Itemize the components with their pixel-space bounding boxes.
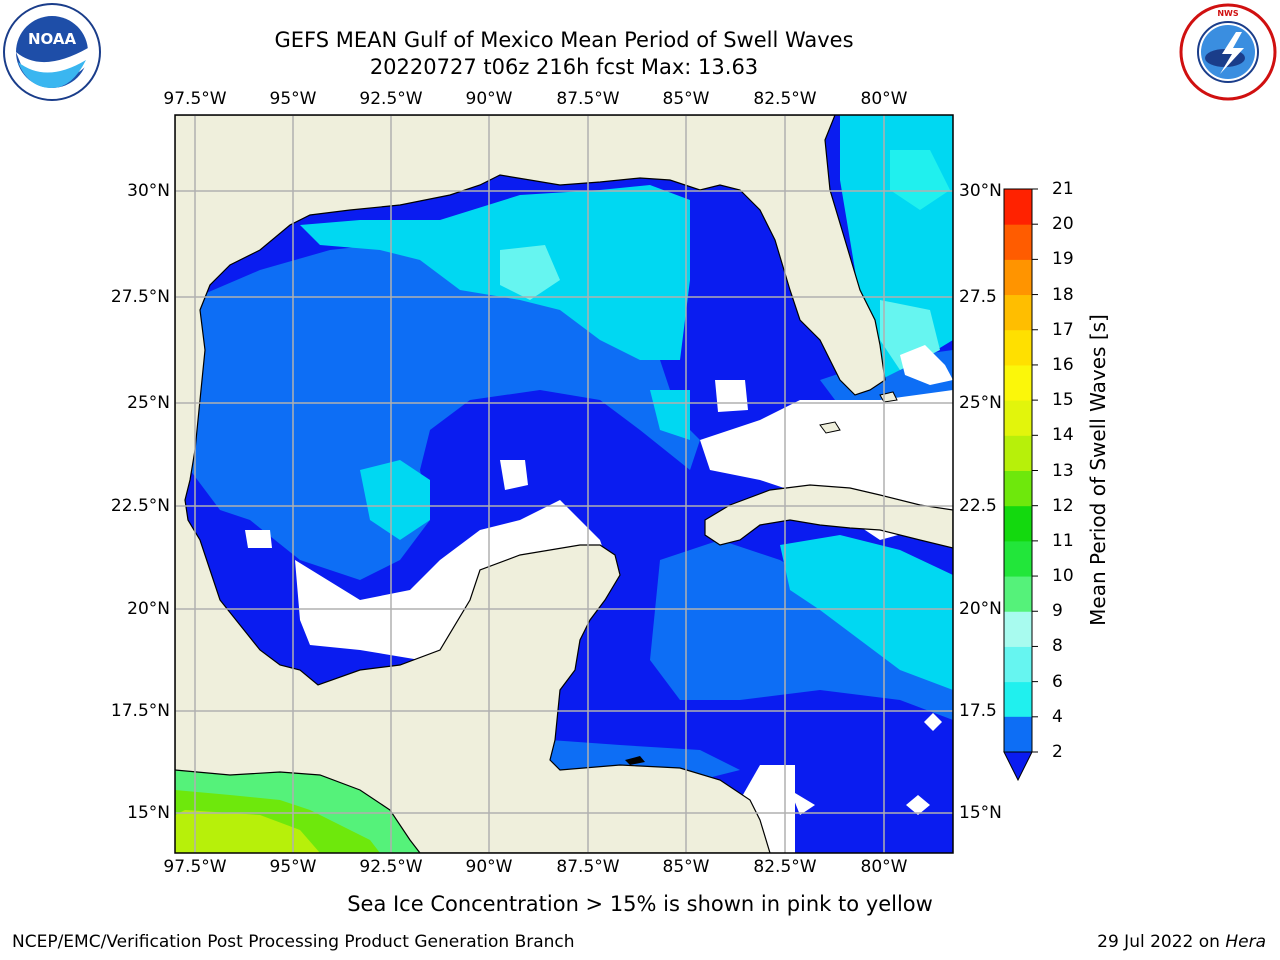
noaa-logo: NOAA xyxy=(2,2,102,102)
lon-label-top: 80°W xyxy=(860,89,908,109)
colorbar-segment xyxy=(1004,189,1032,225)
lon-label-top: 87.5°W xyxy=(556,89,620,109)
map-gridlines xyxy=(175,115,953,853)
colorbar-segment xyxy=(1004,294,1032,331)
lat-label-right: 27.5 xyxy=(959,287,997,307)
colorbar-segment xyxy=(1004,540,1032,577)
lon-label-top: 97.5°W xyxy=(163,89,227,109)
colorbar-tick-label: 12 xyxy=(1052,495,1074,516)
colorbar-segment xyxy=(1004,646,1032,683)
lon-label-bottom: 95°W xyxy=(269,857,317,877)
map-frame xyxy=(174,114,954,854)
colorbar-segment xyxy=(1004,505,1032,542)
lon-label-bottom: 87.5°W xyxy=(556,857,620,877)
no-data-region xyxy=(295,500,610,660)
colorbar xyxy=(1003,188,1038,782)
colorbar-segment xyxy=(1004,611,1032,647)
colorbar-segment xyxy=(1004,435,1032,471)
nws-logo: NWS xyxy=(1178,2,1278,102)
colorbar-tick-label: 13 xyxy=(1052,460,1074,481)
lat-label-right: 17.5 xyxy=(959,701,997,721)
map-subtitle: 20220727 t06z 216h fcst Max: 13.63 xyxy=(369,55,759,79)
colorbar-under-arrow xyxy=(1003,751,1033,782)
colorbar-tick-label: 11 xyxy=(1052,530,1074,551)
colorbar-segment xyxy=(1004,364,1032,401)
colorbar-tick-label: 18 xyxy=(1052,284,1074,305)
lat-label-right: 20°N xyxy=(959,599,1002,619)
colorbar-tick-label: 8 xyxy=(1052,636,1063,657)
colorbar-tick-label: 9 xyxy=(1052,601,1063,622)
footer-date: 29 Jul 2022 on Hera xyxy=(1097,932,1266,952)
land-cuba xyxy=(704,484,953,549)
lon-label-bottom: 82.5°W xyxy=(753,857,817,877)
lat-label-left: 25°N xyxy=(127,393,170,413)
colorbar-segment xyxy=(1004,716,1032,752)
lon-label-top: 90°W xyxy=(465,89,513,109)
colorbar-segment xyxy=(1004,470,1032,507)
lon-label-bottom: 97.5°W xyxy=(163,857,227,877)
colorbar-tick-label: 4 xyxy=(1052,706,1063,727)
swell-4-6-region xyxy=(300,185,690,360)
lon-label-top: 92.5°W xyxy=(359,89,423,109)
colorbar-tick-label: 6 xyxy=(1052,671,1063,692)
lat-label-left: 20°N xyxy=(127,599,170,619)
lat-label-right: 30°N xyxy=(959,181,1002,201)
lat-label-left: 27.5°N xyxy=(110,287,170,307)
colorbar-tick-label: 15 xyxy=(1052,390,1074,411)
colorbar-segment xyxy=(1004,576,1032,612)
lon-label-bottom: 85°W xyxy=(662,857,710,877)
lat-label-left: 15°N xyxy=(127,803,170,823)
footer-credit: NCEP/EMC/Verification Post Processing Pr… xyxy=(12,932,575,952)
colorbar-tick-label: 2 xyxy=(1052,742,1063,762)
colorbar-segment xyxy=(1004,329,1032,366)
lon-label-top: 82.5°W xyxy=(753,89,817,109)
lat-label-left: 30°N xyxy=(127,181,170,201)
colorbar-tick-label: 16 xyxy=(1052,354,1074,375)
lat-label-right: 15°N xyxy=(959,803,1002,823)
colorbar-tick-label: 14 xyxy=(1052,425,1074,446)
lat-label-left: 22.5°N xyxy=(110,496,170,516)
svg-text:NWS: NWS xyxy=(1217,9,1239,18)
colorbar-tick-label: 10 xyxy=(1052,566,1074,587)
colorbar-tick-label: 19 xyxy=(1052,249,1074,270)
colorbar-label: Mean Period of Swell Waves [s] xyxy=(1086,314,1110,626)
lat-label-left: 17.5°N xyxy=(110,701,170,721)
map-title: GEFS MEAN Gulf of Mexico Mean Period of … xyxy=(274,28,854,52)
lon-label-bottom: 80°W xyxy=(860,857,908,877)
colorbar-tick-label: 20 xyxy=(1052,214,1074,235)
colorbar-segment xyxy=(1004,259,1032,296)
lon-label-top: 95°W xyxy=(269,89,317,109)
map-area xyxy=(175,115,953,853)
lat-label-right: 25°N xyxy=(959,393,1002,413)
lat-label-right: 22.5 xyxy=(959,496,997,516)
colorbar-segment xyxy=(1004,224,1032,260)
colorbar-segment xyxy=(1004,681,1032,718)
colorbar-tick-label: 21 xyxy=(1052,179,1074,199)
svg-text:NOAA: NOAA xyxy=(28,30,77,48)
lon-label-bottom: 90°W xyxy=(465,857,513,877)
colorbar-tick-label: 17 xyxy=(1052,319,1074,340)
colorbar-segment xyxy=(1004,400,1032,436)
lon-label-bottom: 92.5°W xyxy=(359,857,423,877)
sea-ice-note: Sea Ice Concentration > 15% is shown in … xyxy=(347,892,933,916)
lon-label-top: 85°W xyxy=(662,89,710,109)
